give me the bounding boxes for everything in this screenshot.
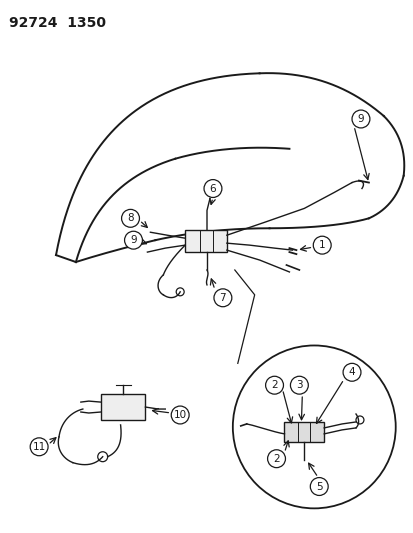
Circle shape (310, 478, 328, 496)
Circle shape (342, 364, 360, 381)
Circle shape (121, 209, 139, 227)
Circle shape (265, 376, 283, 394)
Circle shape (204, 180, 221, 197)
Bar (185, 230, 226, 252)
Circle shape (171, 406, 189, 424)
Text: 7: 7 (219, 293, 225, 303)
Text: 92724  1350: 92724 1350 (9, 15, 106, 30)
Circle shape (351, 110, 369, 128)
Text: 4: 4 (348, 367, 354, 377)
Text: 5: 5 (315, 481, 322, 491)
Text: 10: 10 (173, 410, 186, 420)
Text: 2: 2 (271, 380, 277, 390)
Text: 1: 1 (318, 240, 325, 250)
Text: 6: 6 (209, 183, 216, 193)
Text: 2: 2 (273, 454, 279, 464)
Text: 11: 11 (33, 442, 46, 452)
Circle shape (30, 438, 48, 456)
Circle shape (214, 289, 231, 306)
Circle shape (290, 376, 308, 394)
Text: 9: 9 (130, 235, 136, 245)
Text: 8: 8 (127, 213, 133, 223)
Circle shape (267, 450, 285, 467)
Circle shape (124, 231, 142, 249)
Text: 9: 9 (357, 114, 363, 124)
Bar (284, 422, 323, 442)
Bar (100, 394, 145, 420)
Text: 3: 3 (295, 380, 302, 390)
Circle shape (232, 345, 395, 508)
Circle shape (313, 236, 330, 254)
